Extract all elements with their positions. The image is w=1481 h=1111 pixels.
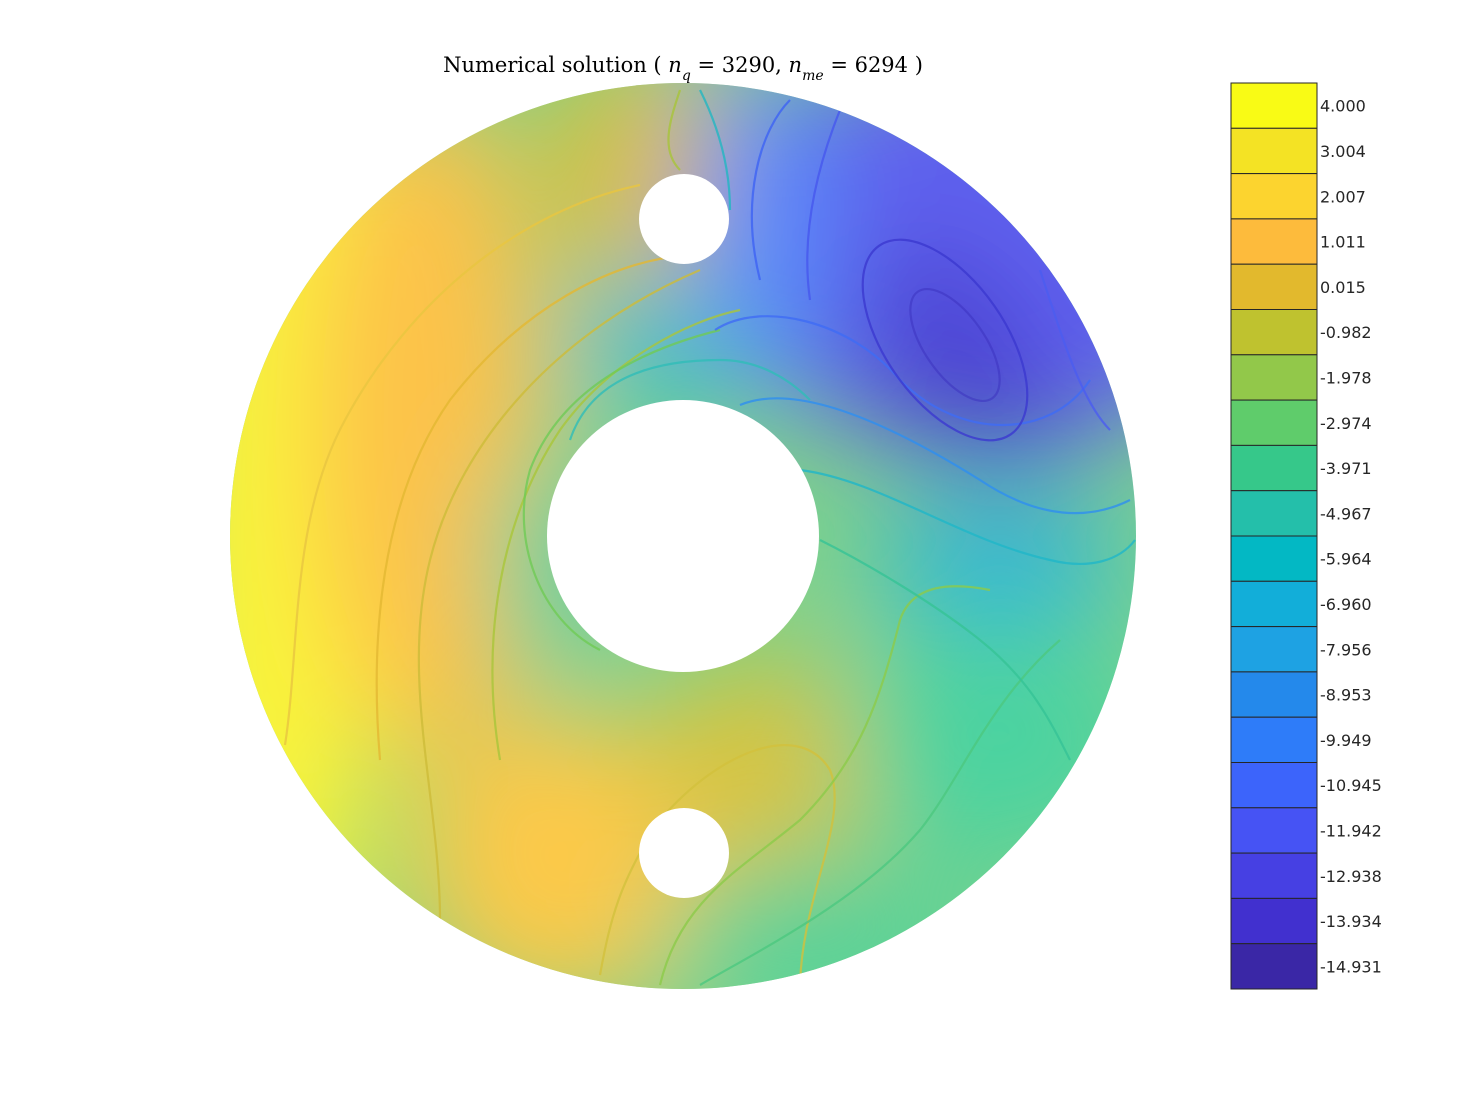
- colorbar-tick-label: -1.978: [1320, 368, 1372, 387]
- colorbar-tick-label: -5.964: [1320, 550, 1372, 569]
- colorbar-swatch: [1230, 897, 1318, 945]
- colorbar-swatch: [1230, 82, 1318, 129]
- colorbar-swatch: [1230, 535, 1318, 582]
- colorbar-tick-label: -10.945: [1320, 776, 1382, 795]
- colorbar-tick-label: 0.015: [1320, 278, 1366, 297]
- colorbar-tick-label: -7.956: [1320, 640, 1372, 659]
- colorbar-tick-label: -0.982: [1320, 323, 1372, 342]
- colorbar-swatch: [1230, 852, 1318, 899]
- colorbar-swatch: [1230, 671, 1318, 718]
- colorbar-swatch: [1230, 762, 1318, 809]
- colorbar-swatch: [1230, 218, 1318, 265]
- colorbar-tick-label: 4.000: [1320, 97, 1366, 116]
- colorbar-swatch: [1230, 943, 1318, 990]
- colorbar-tick-label: 1.011: [1320, 233, 1366, 252]
- colorbar-swatch: [1230, 716, 1318, 764]
- colorbar-tick-label: -4.967: [1320, 504, 1372, 523]
- colorbar-tick-label: -13.934: [1320, 912, 1382, 931]
- solution-field: [230, 83, 1136, 989]
- colorbar-swatch: [1230, 807, 1318, 854]
- colorbar-tick-label: -6.960: [1320, 595, 1372, 614]
- colorbar-tick-label: -12.938: [1320, 867, 1382, 886]
- colorbar-tick-label: -3.971: [1320, 459, 1372, 478]
- colorbar-swatch: [1230, 263, 1318, 311]
- colorbar-tick-label: -14.931: [1320, 957, 1382, 976]
- colorbar-tick-label: -2.974: [1320, 414, 1372, 433]
- colorbar-swatch: [1230, 354, 1318, 401]
- colorbar-tick-label: -9.949: [1320, 731, 1372, 750]
- chart-title: Numerical solution ( nq = 3290, nme = 62…: [443, 53, 923, 84]
- colorbar-swatch: [1230, 399, 1318, 446]
- colorbar-swatch: [1230, 309, 1318, 356]
- colorbar-swatch: [1230, 626, 1318, 673]
- colorbar-swatch: [1230, 127, 1318, 175]
- colorbar-swatch: [1230, 490, 1318, 537]
- contour-lines: [283, 89, 1136, 989]
- colorbar-swatch: [1230, 580, 1318, 628]
- colorbar-swatch: [1230, 444, 1318, 492]
- colorbar-swatch: [1230, 173, 1318, 220]
- colorbar-tick-label: -8.953: [1320, 686, 1372, 705]
- colorbar-tick-label: 2.007: [1320, 187, 1366, 206]
- colorbar-tick-label: 3.004: [1320, 142, 1366, 161]
- colorbar-tick-label: -11.942: [1320, 821, 1382, 840]
- colorbar: 4.000 3.004 2.007 1.011 0.015 -0.982 -1.978 -2.…: [1230, 82, 1382, 990]
